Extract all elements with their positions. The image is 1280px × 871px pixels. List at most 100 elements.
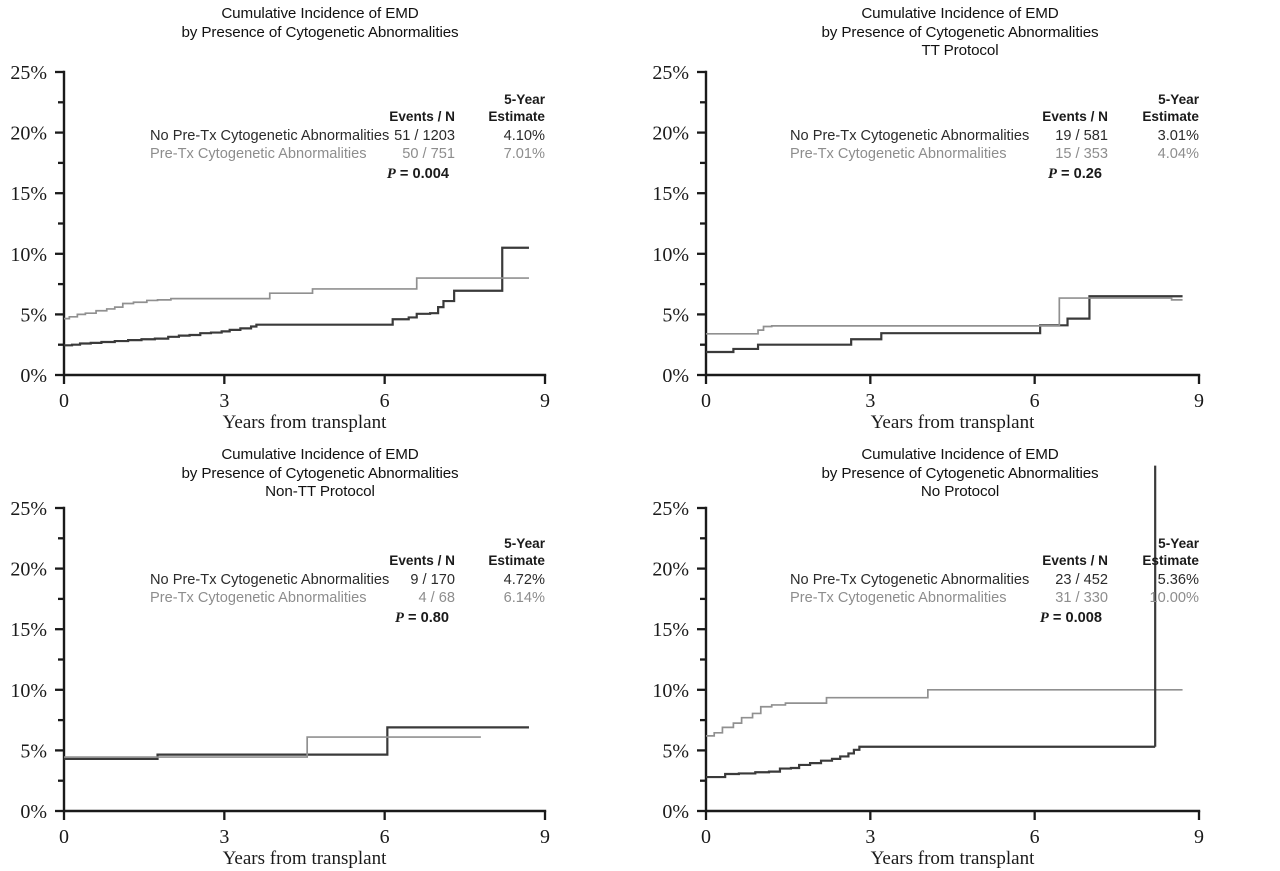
x-axis-title: Years from transplant: [223, 412, 387, 433]
y-tick-label: 20%: [652, 559, 689, 581]
legend-five-year: 5.36%: [1157, 572, 1199, 588]
y-tick-label: 25%: [652, 498, 689, 520]
plot-area: 0% 5% 10% 15% 20% 25% 0 3 6 9 Years from transplan…: [640, 436, 1280, 871]
legend-events-n: 50 / 751: [402, 146, 455, 162]
legend-header-5-year: 5-Year: [1158, 536, 1199, 551]
legend-events-n: 9 / 170: [410, 572, 455, 588]
panel-title-line3: Non-TT Protocol: [265, 483, 375, 501]
chart-panel-a: Cumulative Incidence of EMD by Presence …: [0, 0, 640, 435]
x-tick-label: 6: [1030, 390, 1040, 412]
x-axis-title: Years from transplant: [871, 848, 1035, 869]
curve-no-abnormalities: [64, 726, 529, 760]
y-tick-label: 15%: [652, 183, 689, 205]
legend-header-5-year: 5-Year: [1158, 92, 1199, 107]
x-tick-label: 9: [1194, 390, 1204, 412]
x-tick-label: 0: [701, 826, 711, 848]
legend-header-5-year: 5-Year: [504, 536, 545, 551]
chart-panel-d: Cumulative Incidence of EMD by Presence …: [640, 436, 1280, 871]
x-tick-label: 9: [1194, 826, 1204, 848]
legend-series-name: No Pre-Tx Cytogenetic Abnormalities: [150, 128, 390, 144]
panel-legend: 5-Year Events / N Estimate No Pre-Tx Cytoge…: [0, 92, 640, 184]
legend-series-name: Pre-Tx Cytogenetic Abnormalities: [790, 146, 1007, 162]
curve-no-abnormalities: [706, 745, 1156, 779]
legend-series-name: Pre-Tx Cytogenetic Abnormalities: [790, 590, 1007, 606]
panel-title: Cumulative Incidence of EMD by Presence …: [0, 446, 640, 502]
legend-header-bottom: Events / N Estimate: [640, 109, 1280, 128]
legend-series-name: No Pre-Tx Cytogenetic Abnormalities: [790, 128, 1030, 144]
panel-title: Cumulative Incidence of EMD by Presence …: [0, 5, 640, 42]
legend-header-estimate: Estimate: [488, 109, 545, 124]
y-tick-label: 0%: [20, 365, 47, 387]
legend-events-n: 19 / 581: [1055, 128, 1108, 144]
x-tick-label: 0: [59, 390, 69, 412]
legend-row-abnormalities: Pre-Tx Cytogenetic Abnormalities 15 / 353…: [640, 146, 1280, 164]
panel-title: Cumulative Incidence of EMD by Presence …: [640, 446, 1280, 502]
curve-abnormalities: [706, 297, 1183, 335]
x-tick-label: 3: [219, 390, 229, 412]
legend-header-top: 5-Year: [640, 536, 1280, 553]
chart-panel-c: Cumulative Incidence of EMD by Presence …: [0, 436, 640, 871]
y-tick-label: 15%: [652, 619, 689, 641]
panel-title-line1: Cumulative Incidence of EMD: [221, 5, 419, 22]
y-tick-label: 25%: [10, 62, 47, 84]
legend-header-5-year: 5-Year: [504, 92, 545, 107]
curve-abnormalities: [64, 277, 529, 320]
curve-no-abnormalities: [706, 295, 1183, 354]
legend-five-year: 4.72%: [503, 572, 545, 588]
y-tick-label: 10%: [652, 244, 689, 266]
x-tick-label: 6: [380, 826, 390, 848]
x-tick-label: 0: [701, 390, 711, 412]
legend-header-bottom: Events / N Estimate: [0, 109, 640, 128]
y-tick-label: 20%: [10, 123, 47, 145]
legend-header-estimate: Estimate: [488, 553, 545, 568]
y-tick-label: 25%: [10, 498, 47, 520]
legend-row-no-abnormalities: No Pre-Tx Cytogenetic Abnormalities 9 / 1…: [0, 572, 640, 590]
panel-title-line3: TT Protocol: [921, 42, 999, 60]
panel-title-line2: by Presence of Cytogenetic Abnormalities: [821, 23, 1099, 41]
legend-header-bottom: Events / N Estimate: [640, 553, 1280, 572]
y-tick-label: 10%: [652, 680, 689, 702]
x-tick-label: 0: [59, 826, 69, 848]
y-tick-label: 0%: [662, 365, 689, 387]
x-tick-label: 3: [865, 390, 875, 412]
x-tick-label: 6: [380, 390, 390, 412]
legend-five-year: 7.01%: [503, 146, 545, 162]
legend-header-bottom: Events / N Estimate: [0, 553, 640, 572]
legend-header-estimate: Estimate: [1142, 553, 1199, 568]
legend-five-year: 3.01%: [1157, 128, 1199, 144]
chart-svg: 0% 5% 10% 15% 20% 25% 0 3 6 9 Years from transplan…: [10, 498, 550, 869]
legend-row-no-abnormalities: No Pre-Tx Cytogenetic Abnormalities 19 / …: [640, 128, 1280, 146]
legend-five-year: 6.14%: [503, 590, 545, 606]
plot-area: 0% 5% 10% 15% 20% 25% 0 3 6 9 Years from transplan…: [0, 436, 640, 871]
curve-abnormalities: [64, 736, 481, 758]
legend-row-abnormalities: Pre-Tx Cytogenetic Abnormalities 31 / 330…: [640, 590, 1280, 608]
legend-events-n: 4 / 68: [418, 590, 455, 606]
curve-abnormalities: [706, 688, 1183, 737]
y-tick-label: 5%: [20, 740, 47, 762]
y-tick-label: 15%: [10, 619, 47, 641]
y-tick-label: 10%: [10, 244, 47, 266]
panel-legend: 5-Year Events / N Estimate No Pre-Tx Cytoge…: [640, 92, 1280, 184]
panel-title-line2: by Presence of Cytogenetic Abnormalities: [181, 23, 459, 41]
y-tick-label: 0%: [662, 801, 689, 823]
x-tick-label: 6: [1030, 826, 1040, 848]
y-tick-label: 5%: [20, 304, 47, 326]
legend-events-n: 51 / 1203: [394, 128, 455, 144]
legend-header-events-n: Events / N: [1042, 109, 1108, 124]
x-tick-label: 3: [219, 826, 229, 848]
legend-row-abnormalities: Pre-Tx Cytogenetic Abnormalities 4 / 68 6.…: [0, 590, 640, 608]
legend-events-n: 31 / 330: [1055, 590, 1108, 606]
legend-header-estimate: Estimate: [1142, 109, 1199, 124]
p-value: P = 0.004: [386, 166, 449, 182]
y-tick-label: 20%: [652, 123, 689, 145]
y-tick-label: 0%: [20, 801, 47, 823]
y-tick-label: 25%: [652, 62, 689, 84]
legend-five-year: 4.04%: [1157, 146, 1199, 162]
y-tick-label: 5%: [662, 740, 689, 762]
legend-header-events-n: Events / N: [1042, 553, 1108, 568]
legend-header-events-n: Events / N: [389, 109, 455, 124]
panel-title-line1: Cumulative Incidence of EMD: [861, 446, 1059, 463]
y-tick-label: 10%: [10, 680, 47, 702]
panel-legend: 5-Year Events / N Estimate No Pre-Tx Cytoge…: [640, 536, 1280, 628]
legend-row-abnormalities: Pre-Tx Cytogenetic Abnormalities 50 / 751…: [0, 146, 640, 164]
